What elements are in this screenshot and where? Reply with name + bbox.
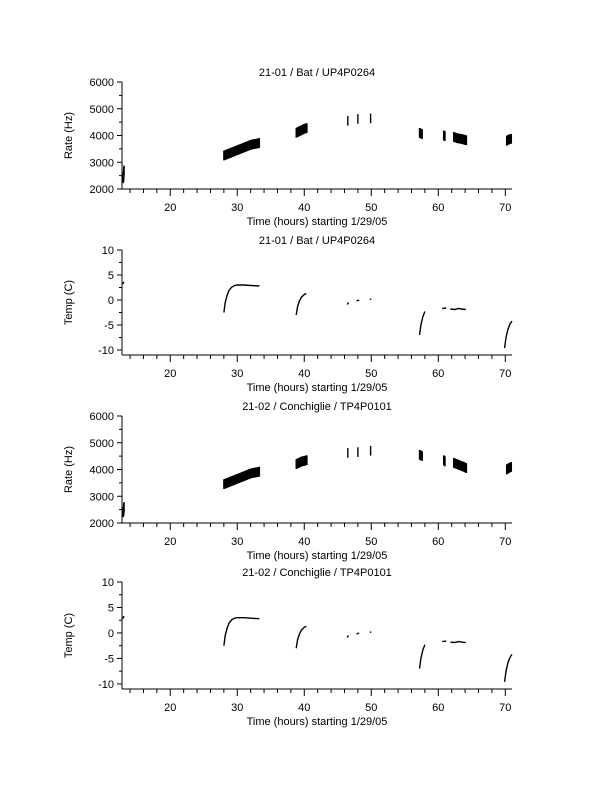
- rate-band: [295, 455, 308, 469]
- x-tick-label: 20: [164, 536, 176, 548]
- temp-trace: [503, 654, 513, 682]
- chart-title: 21-01 / Bat / UP4P0264: [259, 67, 375, 79]
- y-tick-label: -5: [104, 320, 114, 332]
- chart-panel-4: 21-02 / Conchiglie / TP4P0101 -10 -5 0 5 10 20…: [63, 567, 513, 728]
- y-tick-label: 5000: [90, 104, 114, 116]
- rate-band: [442, 130, 446, 141]
- chart-title: 21-01 / Bat / UP4P0264: [259, 235, 375, 247]
- temp-trace: [122, 281, 125, 285]
- x-tick-label: 70: [499, 536, 511, 548]
- temp-trace: [346, 302, 350, 305]
- y-tick-label: 6000: [90, 411, 114, 423]
- temp-trace: [295, 625, 307, 649]
- rate-band: [453, 457, 468, 473]
- x-tick-label: 70: [499, 702, 511, 714]
- temp-trace: [369, 631, 372, 634]
- rate-band: [505, 462, 513, 475]
- chart-panel-2: 21-01 / Bat / UP4P0264 -10 -5 0 5 10 20 30 40 50 6…: [63, 235, 513, 394]
- x-axis-label: Time (hours) starting 1/29/05: [247, 716, 388, 728]
- temp-trace: [503, 320, 513, 349]
- temp-trace: [369, 298, 372, 301]
- y-axis-label: Temp (C): [63, 613, 75, 658]
- chart-panel-1: 21-01 / Bat / UP4P0264 2000 3000 4000 5000 60…: [63, 67, 513, 228]
- y-tick-label: 4000: [90, 131, 114, 143]
- rate-band: [418, 449, 423, 461]
- x-tick-label: 60: [432, 202, 444, 214]
- y-tick-label: -5: [104, 653, 114, 665]
- rate-band: [122, 502, 125, 518]
- y-tick-label: 5: [108, 270, 114, 282]
- x-tick-label: 30: [231, 536, 243, 548]
- y-axis-label: Temp (C): [63, 280, 75, 325]
- x-tick-label: 40: [298, 368, 310, 380]
- temp-trace: [442, 640, 447, 643]
- y-axis-label: Rate (Hz): [63, 446, 75, 493]
- temp-trace: [418, 311, 426, 336]
- y-tick-label: 2000: [90, 518, 114, 530]
- x-tick-label: 20: [164, 702, 176, 714]
- x-tick-label: 20: [164, 368, 176, 380]
- x-tick-label: 40: [298, 202, 310, 214]
- y-tick-label: 5000: [90, 438, 114, 450]
- rate-band: [418, 128, 423, 139]
- y-tick-label: 0: [108, 628, 114, 640]
- temp-trace: [223, 284, 260, 313]
- chart-title: 21-02 / Conchiglie / TP4P0101: [242, 401, 392, 413]
- y-tick-label: 0: [108, 295, 114, 307]
- rate-band: [223, 466, 261, 490]
- rate-band: [223, 138, 261, 161]
- x-tick-label: 70: [499, 202, 511, 214]
- rate-band: [505, 133, 513, 146]
- y-axis-label: Rate (Hz): [63, 112, 75, 159]
- x-tick-label: 20: [164, 202, 176, 214]
- x-tick-label: 30: [231, 702, 243, 714]
- rate-band: [442, 455, 446, 467]
- x-tick-label: 30: [231, 368, 243, 380]
- y-tick-label: -10: [98, 345, 114, 357]
- x-axis-label: Time (hours) starting 1/29/05: [247, 216, 388, 228]
- x-tick-label: 60: [432, 368, 444, 380]
- x-tick-label: 60: [432, 702, 444, 714]
- x-axis-label: Time (hours) starting 1/29/05: [247, 382, 388, 394]
- x-tick-label: 50: [365, 202, 377, 214]
- rate-band: [453, 132, 468, 146]
- y-tick-label: 10: [102, 245, 114, 257]
- y-tick-label: 6000: [90, 77, 114, 89]
- y-tick-label: 2000: [90, 184, 114, 196]
- temp-trace: [418, 644, 426, 669]
- x-tick-label: 50: [365, 702, 377, 714]
- temp-trace: [356, 299, 360, 302]
- x-axis-label: Time (hours) starting 1/29/05: [247, 550, 388, 562]
- chart-title: 21-02 / Conchiglie / TP4P0101: [242, 567, 392, 579]
- x-tick-label: 50: [365, 536, 377, 548]
- temp-trace: [450, 307, 466, 311]
- temp-trace: [442, 307, 447, 310]
- y-tick-label: 10: [102, 577, 114, 589]
- temp-trace: [122, 615, 125, 620]
- y-tick-label: 3000: [90, 491, 114, 503]
- y-tick-label: 3000: [90, 157, 114, 169]
- temp-trace: [223, 617, 260, 646]
- temp-trace: [346, 635, 350, 638]
- temp-trace: [295, 292, 307, 316]
- x-tick-label: 60: [432, 536, 444, 548]
- temp-trace: [356, 632, 360, 635]
- chart-panel-3: 21-02 / Conchiglie / TP4P0101 2000 3000 400…: [63, 401, 513, 562]
- y-tick-label: -10: [98, 679, 114, 691]
- rate-band: [295, 123, 308, 138]
- rate-band: [122, 165, 125, 184]
- y-tick-label: 5: [108, 602, 114, 614]
- x-tick-label: 50: [365, 368, 377, 380]
- temp-trace: [450, 640, 466, 644]
- y-tick-label: 4000: [90, 465, 114, 477]
- x-tick-label: 30: [231, 202, 243, 214]
- x-tick-label: 40: [298, 702, 310, 714]
- x-tick-label: 70: [499, 368, 511, 380]
- x-tick-label: 40: [298, 536, 310, 548]
